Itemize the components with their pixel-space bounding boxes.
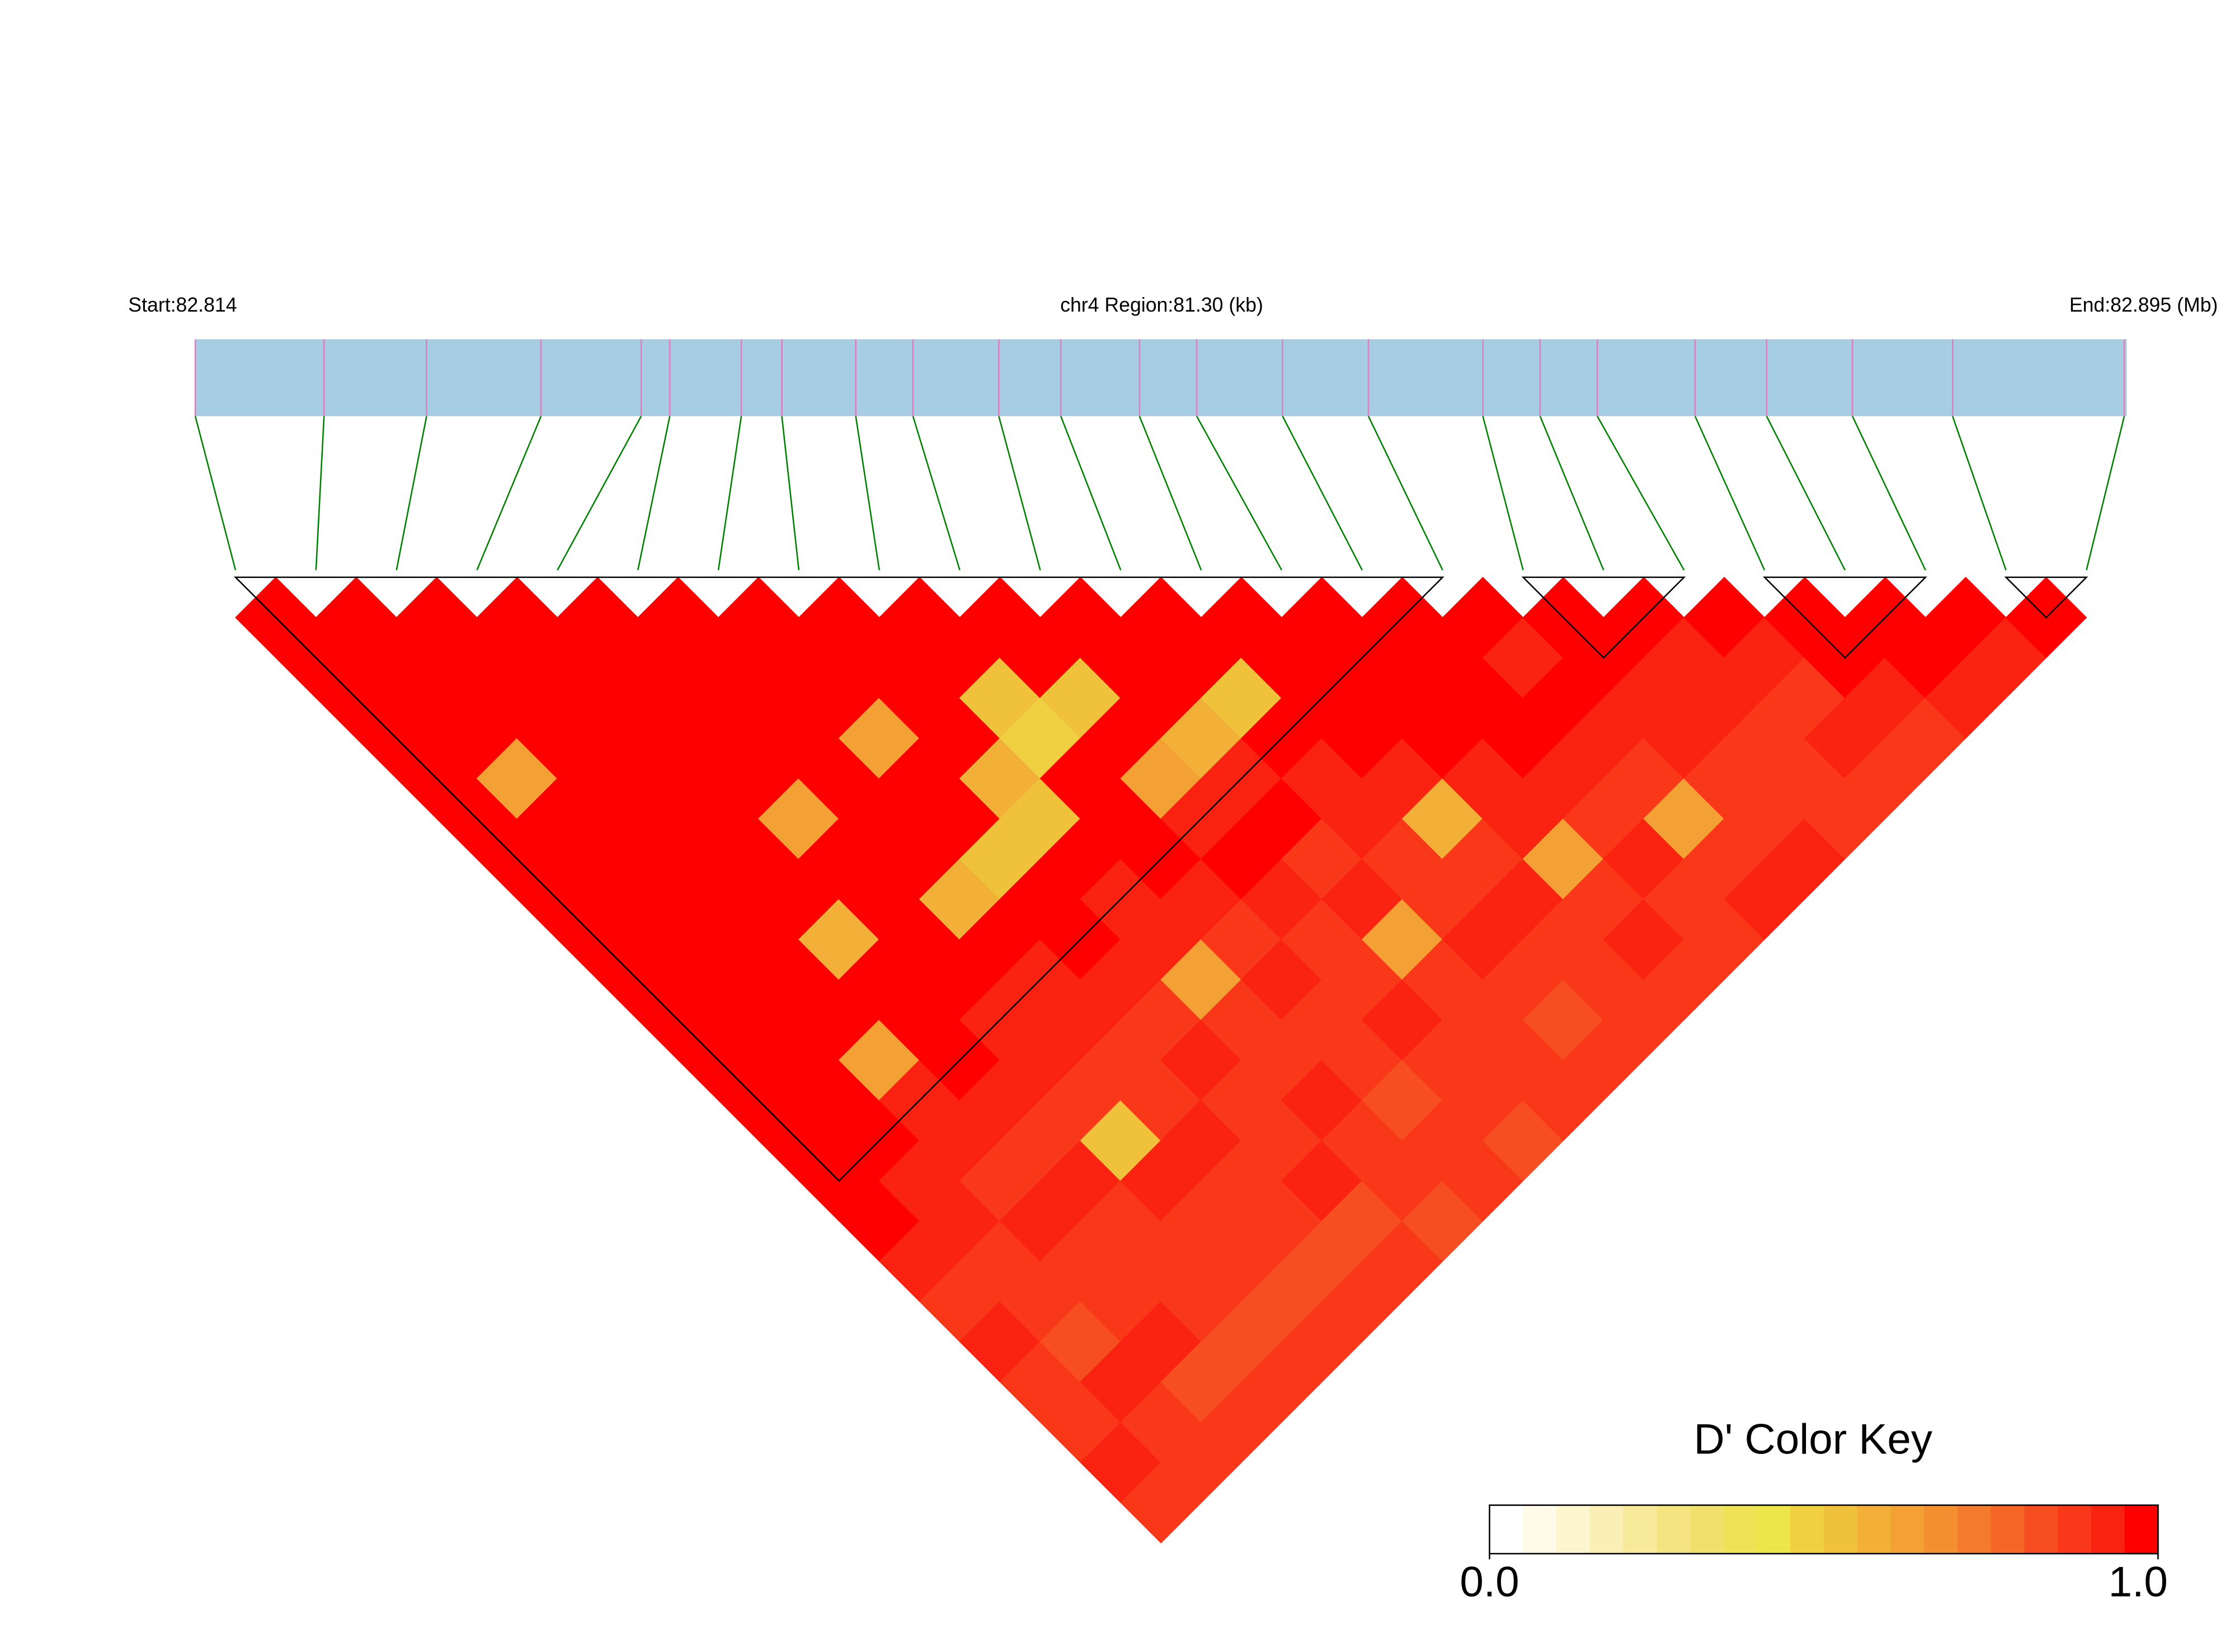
colorkey-swatch bbox=[1823, 1505, 1858, 1554]
colorkey-swatch bbox=[1924, 1505, 1959, 1554]
snp-connector bbox=[1138, 416, 1202, 571]
colorkey-swatch bbox=[1857, 1505, 1891, 1554]
colorkey-swatch bbox=[2091, 1505, 2125, 1554]
end-label: End:82.895 (Mb) bbox=[2069, 294, 2218, 316]
colorkey-swatch bbox=[1489, 1505, 1524, 1554]
snp-connector bbox=[1482, 416, 1524, 571]
snp-connector bbox=[637, 416, 671, 571]
colorkey-swatch bbox=[1589, 1505, 1624, 1554]
ld-block bbox=[1762, 576, 1927, 659]
start-label: Start:82.814 bbox=[128, 294, 237, 316]
colorkey-swatch bbox=[1757, 1505, 1791, 1554]
colorkey-swatch bbox=[1991, 1505, 2025, 1554]
ld-block bbox=[1521, 576, 1686, 659]
snp-connector bbox=[2086, 416, 2125, 571]
colorkey-swatch bbox=[1790, 1505, 1825, 1554]
snp-connector bbox=[717, 416, 742, 571]
snp-connector bbox=[855, 416, 881, 571]
region-label: chr4 Region:81.30 (kb) bbox=[1060, 294, 1263, 316]
snp-connector bbox=[557, 416, 642, 571]
snp-connector bbox=[396, 416, 427, 571]
ld-block bbox=[2004, 576, 2088, 619]
snp-connector bbox=[998, 416, 1041, 571]
snp-connector bbox=[476, 416, 542, 571]
colorkey-swatch bbox=[1690, 1505, 1724, 1554]
colorkey-swatch bbox=[1890, 1505, 1925, 1554]
colorkey-swatch bbox=[1556, 1505, 1591, 1554]
snp-connector bbox=[1852, 416, 1926, 571]
snp-connector bbox=[1539, 416, 1605, 571]
colorkey-swatch bbox=[1523, 1505, 1558, 1554]
snp-connector bbox=[1694, 416, 1766, 571]
ld-block bbox=[233, 576, 1444, 1182]
snp-connector bbox=[315, 416, 325, 571]
snp-connector bbox=[1952, 416, 2007, 571]
snp-connector bbox=[1282, 416, 1363, 571]
colorkey-swatch bbox=[2024, 1505, 2059, 1554]
snp-connector bbox=[1367, 416, 1443, 571]
snp-connector bbox=[1060, 416, 1122, 571]
snp-connector bbox=[781, 416, 800, 571]
colorkey-swatch bbox=[2124, 1505, 2159, 1554]
colorkey-swatch bbox=[1723, 1505, 1758, 1554]
colorkey-swatch bbox=[1957, 1505, 1992, 1554]
snp-connector bbox=[1766, 416, 1846, 571]
colorkey-swatch bbox=[2058, 1505, 2092, 1554]
colorkey-tick-label: 0.0 bbox=[1460, 1558, 1519, 1606]
snp-connector bbox=[1597, 416, 1685, 571]
snp-connector bbox=[912, 416, 961, 571]
snp-connector bbox=[1196, 416, 1283, 571]
colorkey-title: D' Color Key bbox=[1694, 1416, 1933, 1463]
snp-connector bbox=[194, 416, 237, 571]
colorkey-frame bbox=[1489, 1504, 2159, 1555]
colorkey-swatch bbox=[1623, 1505, 1658, 1554]
colorkey-swatch bbox=[1657, 1505, 1691, 1554]
position-bar bbox=[195, 339, 2127, 416]
colorkey-tick-label: 1.0 bbox=[2109, 1558, 2168, 1606]
